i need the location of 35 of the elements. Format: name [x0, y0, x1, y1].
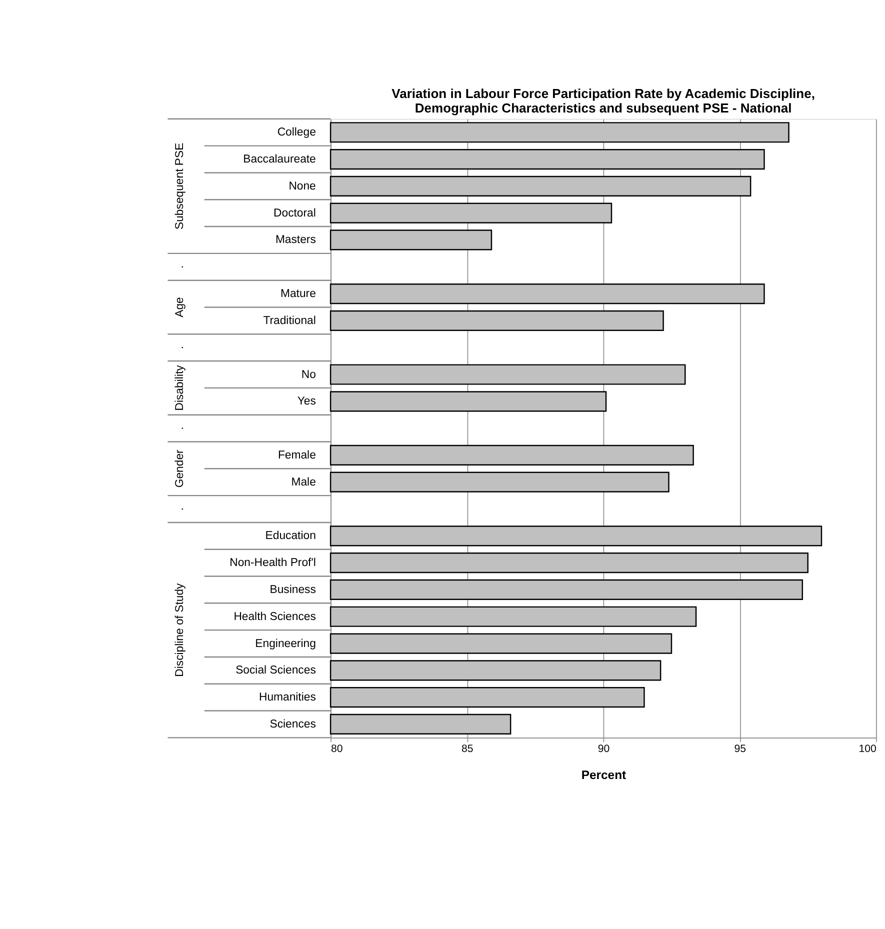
text: Disability	[174, 364, 186, 411]
y-tick-label: Female	[278, 449, 316, 462]
x-axis-title: Percent	[581, 768, 626, 782]
y-tick-label: Masters	[275, 234, 316, 246]
text: .	[174, 426, 186, 430]
y-tick-label: Yes	[297, 396, 316, 408]
y-tick-label: Engineering	[255, 638, 316, 650]
text: Discipline of Study	[174, 582, 186, 677]
y-tick-label: Humanities	[258, 692, 316, 704]
y-tick-label: Education	[265, 530, 316, 542]
text: .	[174, 507, 186, 511]
text: .	[174, 265, 186, 268]
x-tick-label: 95	[734, 742, 746, 755]
y-tick-label: Baccalaureate	[243, 154, 316, 166]
y-tick-label: No	[301, 368, 316, 381]
y-tick-label: Business	[270, 584, 316, 596]
text: Age	[174, 297, 186, 318]
y-tick-label: Traditional	[263, 314, 316, 327]
y-tick-label: Social Sciences	[236, 664, 316, 677]
x-tick-label: 85	[461, 742, 474, 755]
y-tick-label: None	[288, 180, 316, 192]
text: .	[174, 346, 186, 350]
y-tick-label: Doctoral	[274, 207, 316, 220]
x-tick-label: 80	[330, 742, 343, 755]
x-tick-label: 90	[598, 742, 610, 755]
chart-title: Variation in Labour Force Participation Rate by Academic Discipline, Demographic Characteristics and subsequent PSE - National	[392, 86, 815, 116]
text: Subsequent PSE	[174, 142, 186, 230]
y-tick-label: Mature	[280, 288, 316, 300]
text: Gender	[174, 449, 186, 488]
y-tick-label: Health Sciences	[234, 610, 316, 623]
y-tick-label: College	[277, 126, 316, 139]
y-tick-label: Male	[291, 476, 316, 488]
y-tick-label: Sciences	[270, 718, 316, 730]
x-tick-label: 100	[858, 742, 877, 755]
y-tick-label: Non-Health Prof'l	[230, 557, 316, 570]
